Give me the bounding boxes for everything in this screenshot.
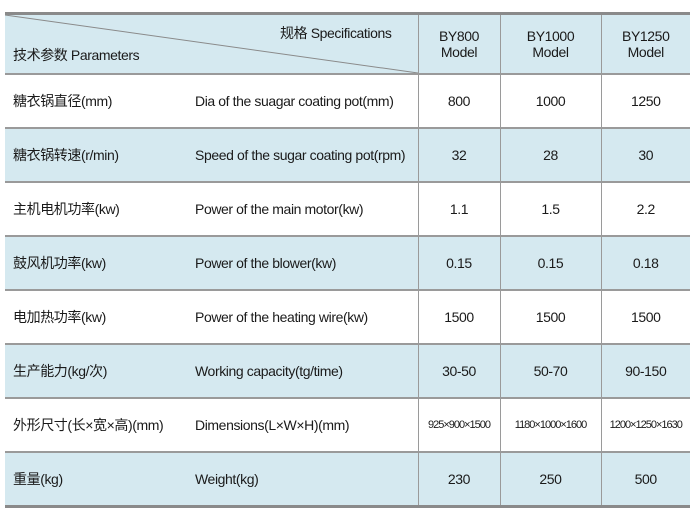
header-row: 规格 Specifications 技术参数 Parameters BY800 M… [5, 12, 690, 74]
param-cn: 主机电机功率(kw) [5, 181, 195, 236]
value-cell: 30 [600, 127, 690, 182]
diagonal-divider [5, 15, 418, 73]
value-cell: 250 [499, 451, 601, 508]
table-row: 主机电机功率(kw) Power of the main motor(kw) 1.1… [5, 181, 690, 236]
value-cell: 1000 [499, 73, 601, 128]
value-cell: 0.15 [417, 235, 500, 290]
model-header-by1250: BY1250 Model [600, 12, 690, 74]
param-en: Power of the blower(kw) [195, 235, 418, 290]
value-cell: 28 [499, 127, 601, 182]
table-row: 鼓风机功率(kw) Power of the blower(kw) 0.15 0.15… [5, 235, 690, 290]
param-cn: 鼓风机功率(kw) [5, 235, 195, 290]
parameters-label: 技术参数 Parameters [13, 47, 140, 63]
value-cell: 0.18 [600, 235, 690, 290]
param-en: Dimensions(L×W×H)(mm) [195, 397, 418, 452]
value-cell: 925×900×1500 [417, 397, 500, 452]
value-cell: 1180×1000×1600 [499, 397, 601, 452]
table-row: 重量(kg) Weight(kg) 230 250 500 [5, 451, 690, 508]
value-cell: 1.5 [499, 181, 601, 236]
param-en: Working capacity(tg/time) [195, 343, 418, 398]
value-cell: 1500 [600, 289, 690, 344]
model-header-by1000: BY1000 Model [499, 12, 601, 74]
value-cell: 2.2 [600, 181, 690, 236]
value-cell: 0.15 [499, 235, 601, 290]
param-cn: 外形尺寸(长×宽×高)(mm) [5, 397, 195, 452]
value-cell: 30-50 [417, 343, 500, 398]
model-name: BY1000 [526, 28, 575, 44]
table-row: 糖衣锅转速(r/min) Speed of the sugar coating p… [5, 127, 690, 182]
value-cell: 50-70 [499, 343, 601, 398]
diagonal-header-cell: 规格 Specifications 技术参数 Parameters [5, 12, 418, 74]
param-cn: 糖衣锅转速(r/min) [5, 127, 195, 182]
table-row: 生产能力(kg/次) Working capacity(tg/time) 30-50… [5, 343, 690, 398]
model-name: BY1250 [622, 28, 670, 44]
value-cell: 1200×1250×1630 [600, 397, 690, 452]
table-row: 电加热功率(kw) Power of the heating wire(kw) 15… [5, 289, 690, 344]
model-name: BY800 [438, 28, 480, 44]
param-cn: 糖衣锅直径(mm) [5, 73, 195, 128]
param-en: Speed of the sugar coating pot(rpm) [195, 127, 418, 182]
model-sub: Model [440, 44, 478, 60]
param-cn: 生产能力(kg/次) [5, 343, 195, 398]
param-cn: 重量(kg) [5, 451, 195, 508]
value-cell: 800 [417, 73, 500, 128]
table-row: 糖衣锅直径(mm) Dia of the suagar coating pot(m… [5, 73, 690, 128]
value-cell: 1500 [417, 289, 500, 344]
value-cell: 1250 [600, 73, 690, 128]
value-cell: 230 [417, 451, 500, 508]
value-cell: 90-150 [600, 343, 690, 398]
param-en: Power of the main motor(kw) [195, 181, 418, 236]
model-sub: Model [627, 44, 665, 60]
param-en: Weight(kg) [195, 451, 418, 508]
model-header-by800: BY800 Model [417, 12, 500, 74]
param-en: Power of the heating wire(kw) [195, 289, 418, 344]
param-en: Dia of the suagar coating pot(mm) [195, 73, 418, 128]
specifications-label: 规格 Specifications [280, 25, 392, 41]
specifications-table: 规格 Specifications 技术参数 Parameters BY800 M… [5, 12, 690, 508]
value-cell: 32 [417, 127, 500, 182]
value-cell: 1500 [499, 289, 601, 344]
table-row: 外形尺寸(长×宽×高)(mm) Dimensions(L×W×H)(mm) 925×… [5, 397, 690, 452]
value-cell: 1.1 [417, 181, 500, 236]
param-cn: 电加热功率(kw) [5, 289, 195, 344]
value-cell: 500 [600, 451, 690, 508]
model-sub: Model [532, 44, 569, 60]
